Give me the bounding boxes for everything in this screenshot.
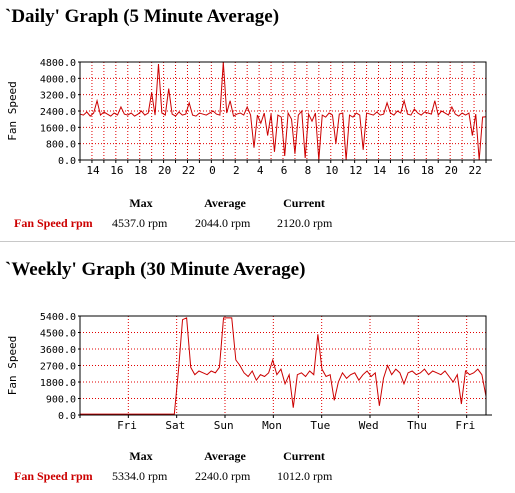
daily-ytick-label: 1600.0 [40,123,76,134]
daily-stats-header-average: Average [204,196,246,210]
weekly-xtick-label: Fri [117,419,137,432]
daily-ytick-label: 4000.0 [40,74,76,85]
daily-xtick-label: 4 [257,164,264,177]
daily-stats-average-value: 2044.0 rpm [195,216,251,230]
daily-stats-header-current: Current [283,196,325,210]
daily-xtick-label: 16 [397,164,410,177]
weekly-xtick-label: Mon [262,419,282,432]
weekly-plot-area [80,316,486,415]
daily-xtick-label: 18 [134,164,147,177]
weekly-series-line [80,317,487,415]
weekly-xtick-label: Sat [165,419,185,432]
section-divider [0,241,515,242]
daily-ytick-label: 0.0 [58,156,76,167]
daily-stats-max-value: 4537.0 rpm [112,216,168,230]
daily-xtick-label: 20 [445,164,458,177]
weekly-ytick-label: 900.0 [46,395,76,406]
daily-stats-header-max: Max [129,196,153,210]
daily-graph: 4800.0 4000.0 3200.0 2400.0 1600.0 800.0 0.0 14… [6,58,492,177]
weekly-xtick-label: Tue [310,419,330,432]
daily-xtick-label: 2 [233,164,240,177]
daily-ytick-label: 2400.0 [40,107,76,118]
weekly-xtick-label: Wed [359,419,379,432]
weekly-ytick-label: 2700.0 [40,362,76,373]
weekly-graph-title: `Weekly' Graph (30 Minute Average) [5,259,306,280]
weekly-ytick-label: 1800.0 [40,378,76,389]
daily-xtick-label: 16 [110,164,123,177]
daily-xtick-label: 14 [373,164,387,177]
weekly-xtick-label: Thu [407,419,427,432]
daily-xtick-label: 0 [209,164,216,177]
weekly-xtick-label: Fri [455,419,475,432]
weekly-ytick-label: 4500.0 [40,329,76,340]
weekly-ytick-label: 5400.0 [40,312,76,323]
daily-xtick-label: 10 [325,164,338,177]
weekly-plot-frame [79,315,487,416]
weekly-ylabel: Fan Speed [6,336,19,396]
weekly-stats-row-label: Fan Speed rpm [14,469,93,483]
daily-graph-title: `Daily' Graph (5 Minute Average) [5,6,280,27]
weekly-stats-table: Max Average Current Fan Speed rpm 5334.0… [0,449,515,493]
daily-xtick-label: 8 [305,164,312,177]
weekly-stats-max-value: 5334.0 rpm [112,469,168,483]
daily-xtick-label: 14 [86,164,100,177]
daily-ytick-label: 4800.0 [40,58,76,69]
weekly-stats-header-current: Current [283,449,325,463]
daily-xtick-label: 12 [349,164,362,177]
daily-xtick-label: 20 [158,164,171,177]
daily-ytick-label: 800.0 [46,140,76,151]
weekly-ytick-label: 3600.0 [40,345,76,356]
weekly-stats-header-average: Average [204,449,246,463]
weekly-stats-current-value: 1012.0 rpm [277,469,333,483]
daily-xtick-label: 18 [421,164,434,177]
weekly-graph: 5400.0 4500.0 3600.0 2700.0 1800.0 900.0 0.0 Fr… [6,312,492,432]
weekly-xtick-label: Sun [214,419,234,432]
weekly-stats-average-value: 2240.0 rpm [195,469,251,483]
daily-stats-table: Max Average Current Fan Speed rpm 4537.0… [0,196,515,240]
daily-series-line [79,61,487,161]
weekly-ytick-label: 0.0 [58,411,76,422]
daily-xtick-label: 6 [281,164,288,177]
daily-ylabel: Fan Speed [6,81,19,141]
daily-stats-row-label: Fan Speed rpm [14,216,93,230]
daily-xtick-label: 22 [182,164,195,177]
daily-xtick-label: 22 [468,164,481,177]
daily-stats-current-value: 2120.0 rpm [277,216,333,230]
daily-plot-frame [79,61,487,161]
weekly-stats-header-max: Max [129,449,153,463]
daily-ytick-label: 3200.0 [40,91,76,102]
